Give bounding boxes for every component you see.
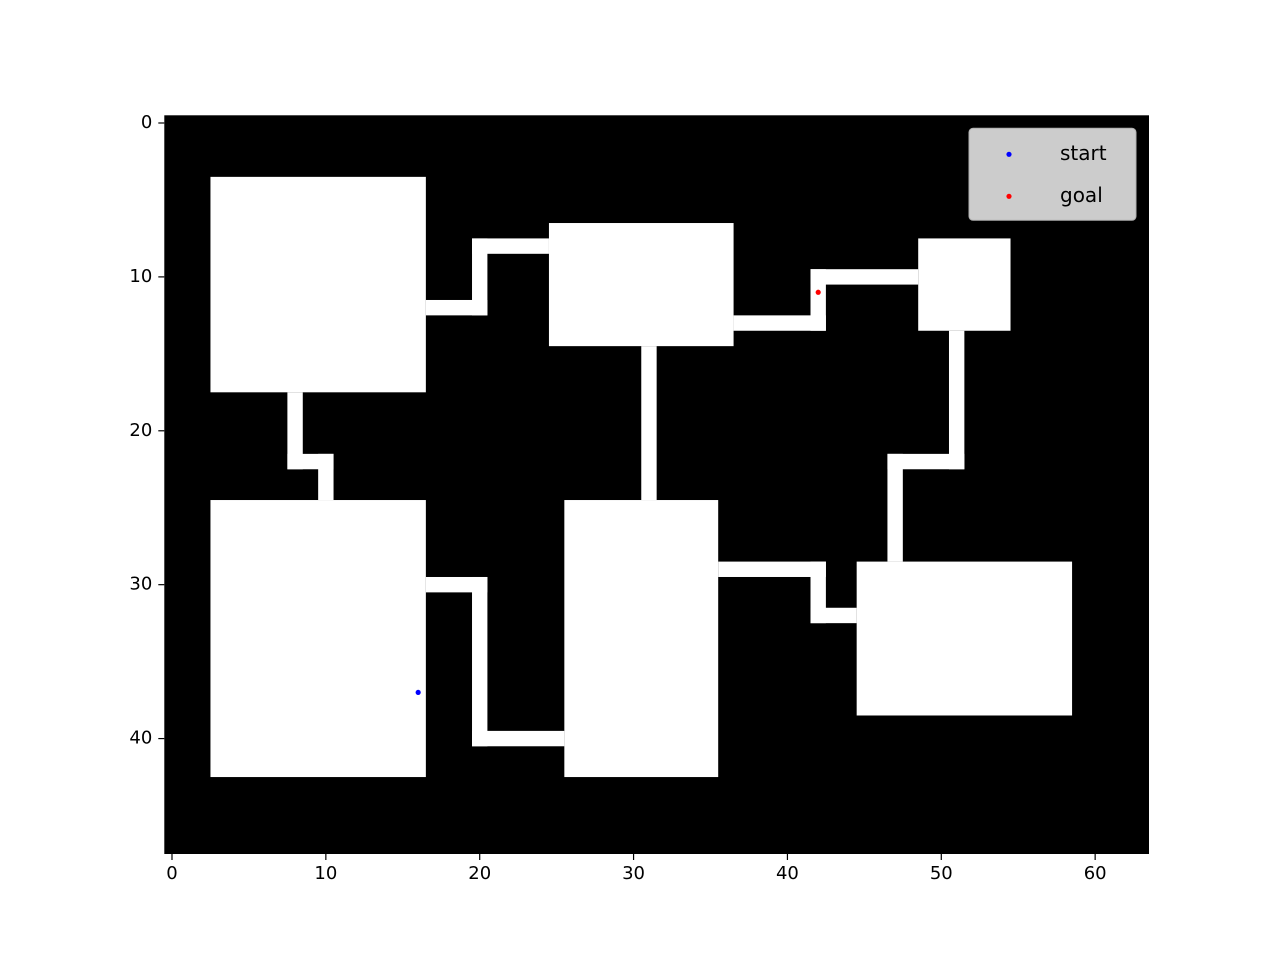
y-tick-label: 10	[129, 266, 152, 287]
legend-label: goal	[1060, 183, 1103, 207]
free-region	[548, 223, 734, 347]
free-region	[472, 238, 488, 316]
scatter-point	[415, 689, 421, 696]
free-region	[210, 176, 426, 393]
free-region	[887, 453, 965, 470]
x-tick-label: 10	[314, 863, 337, 884]
y-tick-label: 40	[129, 728, 152, 749]
free-region	[948, 330, 965, 470]
free-region	[810, 607, 857, 624]
free-region	[810, 269, 919, 285]
y-tick-label: 30	[129, 574, 152, 595]
free-region	[472, 730, 565, 747]
y-tick-label: 0	[141, 112, 152, 133]
free-region	[472, 238, 549, 254]
free-region	[718, 561, 826, 577]
free-region	[210, 500, 426, 778]
free-region	[856, 561, 1073, 716]
free-region	[287, 392, 303, 470]
x-tick-label: 40	[776, 863, 799, 884]
x-tick-label: 60	[1084, 863, 1107, 884]
free-region	[887, 453, 903, 562]
free-region	[733, 315, 826, 331]
y-tick-label: 20	[129, 420, 152, 441]
free-region	[472, 576, 488, 747]
free-region	[318, 453, 334, 501]
x-tick-label: 30	[622, 863, 645, 884]
scatter-point	[815, 289, 821, 295]
legend-marker	[1006, 151, 1012, 157]
legend-marker	[1006, 193, 1012, 199]
legend-box	[968, 127, 1137, 221]
x-tick-label: 50	[930, 863, 953, 884]
free-region	[564, 500, 719, 778]
x-tick-label: 0	[166, 863, 177, 884]
free-region	[641, 346, 657, 501]
free-region	[918, 238, 1011, 331]
legend-label: start	[1060, 141, 1107, 165]
x-tick-label: 20	[468, 863, 491, 884]
